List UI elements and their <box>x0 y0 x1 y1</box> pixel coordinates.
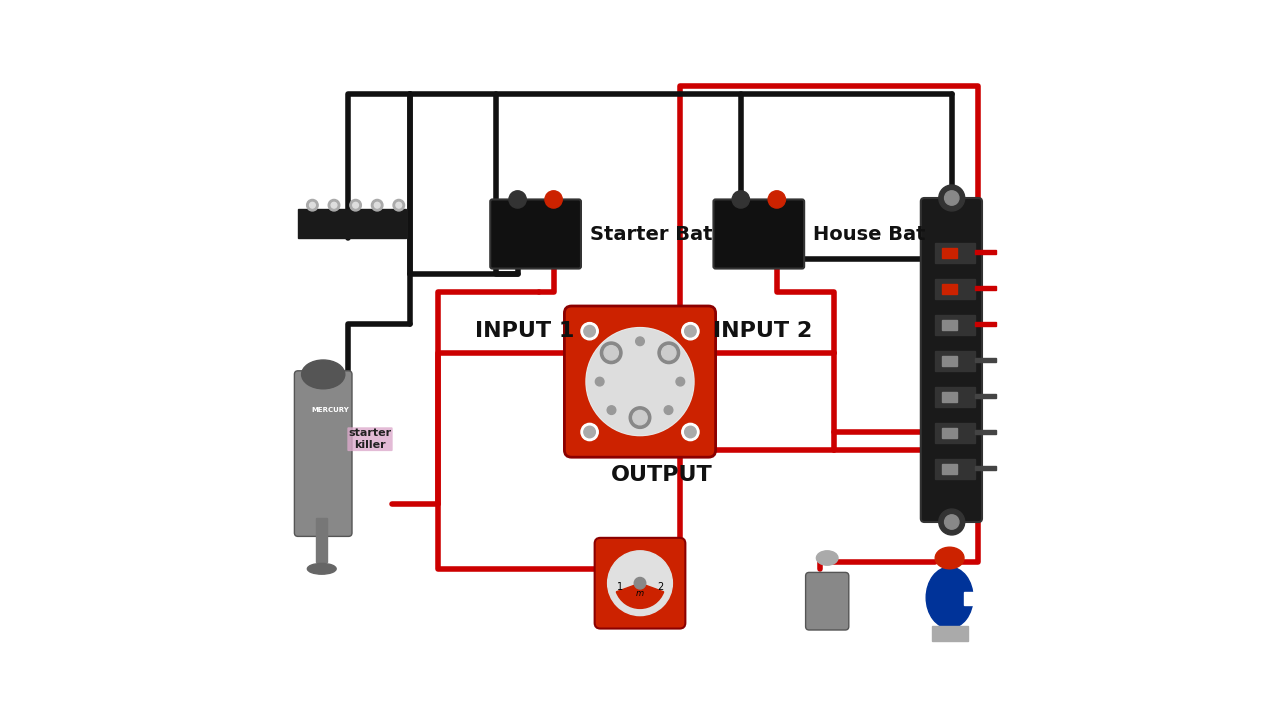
Circle shape <box>584 325 595 337</box>
Text: 2: 2 <box>657 582 663 592</box>
Bar <box>975 286 996 290</box>
Circle shape <box>938 509 965 535</box>
Circle shape <box>662 346 676 360</box>
Text: m: m <box>636 590 644 598</box>
Text: MERCURY: MERCURY <box>311 408 349 413</box>
Bar <box>316 518 326 562</box>
Text: OUTPUT: OUTPUT <box>611 465 713 485</box>
Bar <box>975 322 996 326</box>
FancyBboxPatch shape <box>490 199 581 269</box>
Circle shape <box>938 185 965 211</box>
Text: Starter Bat: Starter Bat <box>590 225 712 243</box>
Circle shape <box>676 377 685 386</box>
Bar <box>298 209 406 238</box>
Bar <box>932 626 968 641</box>
Bar <box>936 423 975 443</box>
Circle shape <box>588 329 692 434</box>
Text: INPUT 1: INPUT 1 <box>475 321 575 341</box>
Bar <box>942 392 957 402</box>
Bar <box>942 464 957 474</box>
Circle shape <box>635 577 646 589</box>
Circle shape <box>545 191 562 208</box>
FancyBboxPatch shape <box>595 538 685 629</box>
Circle shape <box>307 199 319 211</box>
Circle shape <box>595 377 604 386</box>
Circle shape <box>581 423 598 441</box>
Circle shape <box>581 323 598 340</box>
Bar <box>936 279 975 299</box>
Ellipse shape <box>927 567 973 628</box>
Circle shape <box>658 342 680 364</box>
Bar <box>975 430 996 434</box>
Circle shape <box>349 199 361 211</box>
Wedge shape <box>616 583 664 608</box>
Bar <box>975 466 996 470</box>
Bar <box>936 243 975 263</box>
Circle shape <box>374 202 380 208</box>
Circle shape <box>664 406 673 415</box>
Bar <box>936 315 975 335</box>
Circle shape <box>607 348 616 357</box>
Circle shape <box>604 346 618 360</box>
Bar <box>942 428 957 438</box>
Circle shape <box>685 325 696 337</box>
Circle shape <box>332 202 337 208</box>
Circle shape <box>768 191 786 208</box>
FancyBboxPatch shape <box>920 198 982 522</box>
FancyBboxPatch shape <box>713 199 804 269</box>
Circle shape <box>600 342 622 364</box>
Circle shape <box>396 202 402 208</box>
Circle shape <box>509 191 526 208</box>
Circle shape <box>682 423 699 441</box>
Circle shape <box>393 199 404 211</box>
Circle shape <box>945 191 959 205</box>
Circle shape <box>732 191 750 208</box>
Ellipse shape <box>936 547 964 569</box>
FancyBboxPatch shape <box>564 306 716 457</box>
Bar <box>942 284 957 294</box>
Circle shape <box>371 199 383 211</box>
Circle shape <box>682 323 699 340</box>
Ellipse shape <box>817 551 838 565</box>
Bar <box>936 387 975 407</box>
FancyBboxPatch shape <box>805 572 849 630</box>
Bar <box>975 250 996 254</box>
Circle shape <box>636 337 644 346</box>
Circle shape <box>945 515 959 529</box>
Text: 1: 1 <box>617 582 623 592</box>
Text: House Bat: House Bat <box>813 225 925 243</box>
Circle shape <box>607 406 616 415</box>
Circle shape <box>664 348 673 357</box>
Bar <box>975 394 996 398</box>
Bar <box>975 358 996 362</box>
Text: INPUT 2: INPUT 2 <box>713 321 812 341</box>
Circle shape <box>328 199 339 211</box>
Circle shape <box>310 202 315 208</box>
Bar <box>936 351 975 371</box>
Text: starter
killer: starter killer <box>348 428 392 450</box>
Bar <box>942 320 957 330</box>
Circle shape <box>685 426 696 438</box>
Circle shape <box>353 202 358 208</box>
Circle shape <box>584 426 595 438</box>
Circle shape <box>632 410 648 425</box>
Ellipse shape <box>302 360 344 389</box>
Circle shape <box>636 418 644 426</box>
Bar <box>942 356 957 366</box>
Circle shape <box>608 551 672 616</box>
Bar <box>942 248 957 258</box>
FancyBboxPatch shape <box>294 371 352 536</box>
Bar <box>936 459 975 479</box>
Ellipse shape <box>307 563 337 575</box>
Bar <box>964 592 982 605</box>
Circle shape <box>630 407 650 428</box>
Circle shape <box>586 328 694 436</box>
